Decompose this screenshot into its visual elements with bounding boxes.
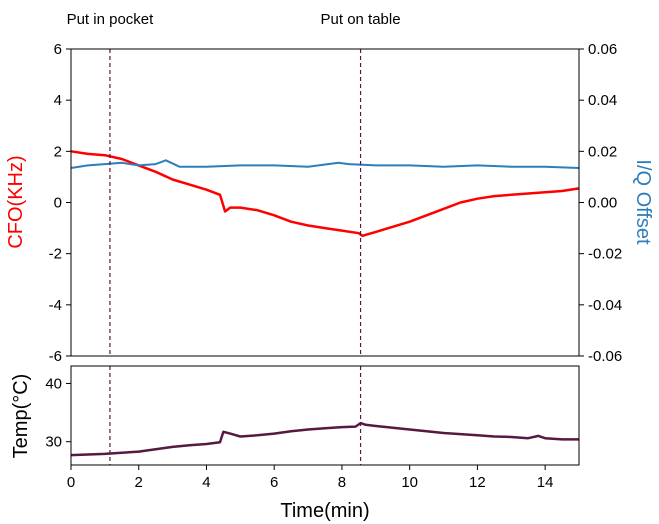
time-tick-label: 12 [469, 474, 486, 491]
cfo-axis-label: CFO(KHz) [5, 155, 27, 248]
top-plot-frame [70, 48, 580, 357]
time-tick-label: 4 [202, 474, 210, 491]
cfo-tick-label: 0 [54, 195, 62, 212]
time-axis-ticks: 0 2 4 6 8 10 12 14 [67, 465, 554, 491]
iq-tick-label: 0.02 [588, 143, 617, 160]
cfo-tick-label: -6 [49, 348, 62, 365]
bottom-series-layer [70, 421, 579, 457]
time-tick-label: 0 [67, 474, 75, 491]
cfo-tick-label: 2 [54, 143, 62, 160]
time-tick-label: 10 [401, 474, 418, 491]
annotation-put-in-pocket: Put in pocket [67, 11, 155, 28]
time-tick-label: 2 [135, 474, 143, 491]
iq-axis-ticks: -0.06 -0.04 -0.02 0.00 0.02 0.04 0.06 [579, 41, 622, 365]
cfo-tick-label: 4 [54, 92, 62, 109]
time-tick-label: 6 [270, 474, 278, 491]
iq-offset-series-line [70, 159, 580, 169]
cfo-axis-ticks: -6 -4 -2 0 2 4 6 [49, 41, 71, 365]
cfo-tick-label: -2 [49, 246, 62, 263]
event-lines-top [109, 49, 362, 356]
iq-tick-label: -0.04 [588, 297, 622, 314]
cfo-series-line [70, 150, 580, 238]
temperature-series-line [70, 421, 579, 457]
iq-tick-label: -0.06 [588, 348, 622, 365]
time-axis-label: Time(min) [280, 500, 369, 522]
time-tick-label: 14 [537, 474, 554, 491]
cfo-iq-panel: -6 -4 -2 0 2 4 6 -0.06 -0.04 -0.02 0.00 0.02 0.04 0.… [5, 11, 654, 365]
iq-tick-label: 0.06 [588, 41, 617, 58]
cfo-tick-label: 6 [54, 41, 62, 58]
time-tick-label: 8 [338, 474, 346, 491]
event-lines-bottom [109, 366, 362, 465]
temperature-panel: 30 40 0 2 4 6 8 10 12 14 Temp(°C) Time(min) [10, 365, 580, 522]
annotation-put-on-table: Put on table [321, 11, 401, 28]
iq-tick-label: 0.00 [588, 195, 617, 212]
iq-tick-label: 0.04 [588, 92, 617, 109]
temp-axis-ticks: 30 40 [45, 375, 71, 451]
iq-axis-label: I/Q Offset [632, 159, 654, 245]
temp-axis-label: Temp(°C) [10, 374, 32, 459]
cfo-tick-label: -4 [49, 297, 62, 314]
temp-tick-label: 40 [45, 375, 62, 392]
top-series-layer [70, 150, 580, 238]
temp-tick-label: 30 [45, 434, 62, 451]
iq-tick-label: -0.02 [588, 246, 622, 263]
bottom-plot-frame [70, 365, 580, 466]
